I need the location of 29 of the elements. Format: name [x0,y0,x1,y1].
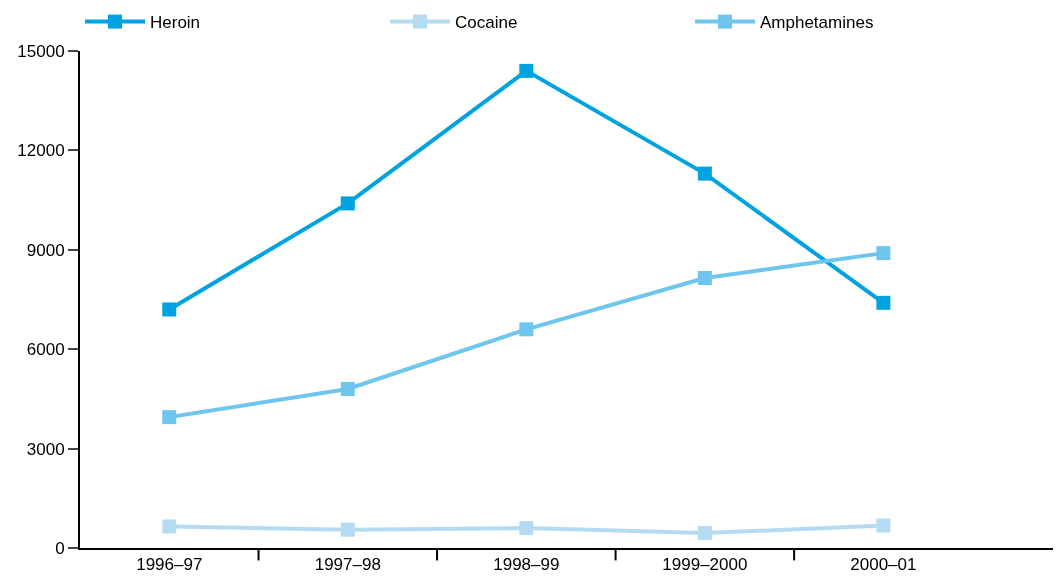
point [162,410,177,425]
point [697,166,712,181]
point [876,295,891,310]
x-tick-label: 1996–97 [136,555,203,575]
point [697,526,712,541]
legend-label: Cocaine [455,13,518,33]
y-tick-label: 15000 [17,41,65,61]
point [876,246,891,261]
point [519,63,534,78]
point [876,518,891,533]
point [519,322,534,337]
legend-label: Heroin [150,13,201,33]
point [162,302,177,317]
y-tick-label: 9000 [26,240,65,260]
point [340,381,355,396]
point [519,521,534,536]
point [340,522,355,537]
x-tick-label: 1997–98 [314,555,381,575]
x-tick-label: 2000–01 [850,555,917,575]
point [340,196,355,211]
y-tick-label: 3000 [26,439,65,459]
point [697,270,712,285]
x-tick-label: 1999–2000 [662,555,748,575]
legend-label: Amphetamines [760,13,874,33]
x-tick-label: 1998–99 [493,555,560,575]
point [162,519,177,534]
y-tick-label: 12000 [17,141,65,161]
y-tick-label: 6000 [26,340,65,360]
y-tick-label: 0 [55,538,65,558]
